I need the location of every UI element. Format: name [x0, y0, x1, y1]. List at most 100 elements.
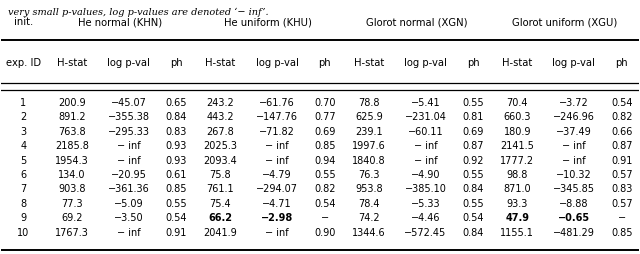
Text: −4.90: −4.90: [411, 170, 440, 180]
Text: 75.8: 75.8: [209, 170, 231, 180]
Text: 267.8: 267.8: [207, 127, 234, 137]
Text: 1997.6: 1997.6: [352, 141, 386, 151]
Text: −246.96: −246.96: [553, 113, 595, 122]
Text: 1344.6: 1344.6: [352, 228, 385, 237]
Text: − inf: − inf: [116, 141, 140, 151]
Text: −5.09: −5.09: [114, 199, 143, 209]
Text: 69.2: 69.2: [61, 213, 83, 223]
Text: 891.2: 891.2: [58, 113, 86, 122]
Text: − inf: − inf: [413, 156, 437, 166]
Text: He uniform (KHU): He uniform (KHU): [224, 17, 312, 27]
Text: 2185.8: 2185.8: [55, 141, 89, 151]
Text: −231.04: −231.04: [404, 113, 446, 122]
Text: 0.57: 0.57: [611, 199, 632, 209]
Text: −294.07: −294.07: [256, 184, 298, 194]
Text: 0.69: 0.69: [463, 127, 484, 137]
Text: 443.2: 443.2: [207, 113, 234, 122]
Text: 75.4: 75.4: [209, 199, 231, 209]
Text: 0.54: 0.54: [314, 199, 335, 209]
Text: 0.69: 0.69: [314, 127, 335, 137]
Text: −3.72: −3.72: [559, 98, 589, 108]
Text: 0.90: 0.90: [314, 228, 335, 237]
Text: 7: 7: [20, 184, 26, 194]
Text: 0.93: 0.93: [166, 141, 187, 151]
Text: 1954.3: 1954.3: [55, 156, 89, 166]
Text: − inf: − inf: [116, 228, 140, 237]
Text: 0.55: 0.55: [166, 199, 188, 209]
Text: 0.65: 0.65: [166, 98, 188, 108]
Text: 0.87: 0.87: [463, 141, 484, 151]
Text: −385.10: −385.10: [404, 184, 446, 194]
Text: H-stat: H-stat: [354, 58, 384, 68]
Text: 2025.3: 2025.3: [204, 141, 237, 151]
Text: 625.9: 625.9: [355, 113, 383, 122]
Text: 0.55: 0.55: [463, 199, 484, 209]
Text: 0.94: 0.94: [314, 156, 335, 166]
Text: 0.61: 0.61: [166, 170, 187, 180]
Text: 47.9: 47.9: [505, 213, 529, 223]
Text: Glorot normal (XGN): Glorot normal (XGN): [366, 17, 467, 27]
Text: 0.83: 0.83: [166, 127, 187, 137]
Text: 763.8: 763.8: [58, 127, 86, 137]
Text: −361.36: −361.36: [108, 184, 150, 194]
Text: 134.0: 134.0: [58, 170, 86, 180]
Text: 4: 4: [20, 141, 26, 151]
Text: log p-val: log p-val: [107, 58, 150, 68]
Text: −4.71: −4.71: [262, 199, 292, 209]
Text: ph: ph: [467, 58, 479, 68]
Text: −61.76: −61.76: [259, 98, 295, 108]
Text: 0.54: 0.54: [463, 213, 484, 223]
Text: H-stat: H-stat: [205, 58, 236, 68]
Text: 0.84: 0.84: [166, 113, 187, 122]
Text: − inf: − inf: [413, 141, 437, 151]
Text: 1777.2: 1777.2: [500, 156, 534, 166]
Text: ph: ph: [319, 58, 332, 68]
Text: 239.1: 239.1: [355, 127, 383, 137]
Text: 1767.3: 1767.3: [55, 228, 89, 237]
Text: 74.2: 74.2: [358, 213, 380, 223]
Text: 1155.1: 1155.1: [500, 228, 534, 237]
Text: − inf: − inf: [265, 156, 289, 166]
Text: 2041.9: 2041.9: [204, 228, 237, 237]
Text: 0.70: 0.70: [314, 98, 335, 108]
Text: 78.8: 78.8: [358, 98, 380, 108]
Text: 2093.4: 2093.4: [204, 156, 237, 166]
Text: 0.83: 0.83: [611, 184, 632, 194]
Text: 2: 2: [20, 113, 26, 122]
Text: − inf: − inf: [562, 156, 586, 166]
Text: 0.91: 0.91: [611, 156, 632, 166]
Text: He normal (KHN): He normal (KHN): [77, 17, 162, 27]
Text: 0.55: 0.55: [314, 170, 336, 180]
Text: 0.77: 0.77: [314, 113, 336, 122]
Text: 0.54: 0.54: [611, 98, 632, 108]
Text: exp. ID: exp. ID: [6, 58, 41, 68]
Text: 1840.8: 1840.8: [352, 156, 385, 166]
Text: log p-val: log p-val: [255, 58, 298, 68]
Text: Glorot uniform (XGU): Glorot uniform (XGU): [513, 17, 618, 27]
Text: 3: 3: [20, 127, 26, 137]
Text: 0.87: 0.87: [611, 141, 632, 151]
Text: H-stat: H-stat: [502, 58, 532, 68]
Text: − inf: − inf: [265, 228, 289, 237]
Text: −8.88: −8.88: [559, 199, 589, 209]
Text: −3.50: −3.50: [114, 213, 143, 223]
Text: 0.84: 0.84: [463, 184, 484, 194]
Text: 77.3: 77.3: [61, 199, 83, 209]
Text: −572.45: −572.45: [404, 228, 447, 237]
Text: 66.2: 66.2: [209, 213, 232, 223]
Text: 0.82: 0.82: [314, 184, 335, 194]
Text: − inf: − inf: [265, 141, 289, 151]
Text: −71.82: −71.82: [259, 127, 295, 137]
Text: 0.92: 0.92: [463, 156, 484, 166]
Text: 6: 6: [20, 170, 26, 180]
Text: H-stat: H-stat: [57, 58, 87, 68]
Text: −355.38: −355.38: [108, 113, 150, 122]
Text: −5.33: −5.33: [411, 199, 440, 209]
Text: −45.07: −45.07: [111, 98, 147, 108]
Text: −60.11: −60.11: [408, 127, 444, 137]
Text: 98.8: 98.8: [506, 170, 528, 180]
Text: 0.54: 0.54: [166, 213, 188, 223]
Text: − inf: − inf: [562, 141, 586, 151]
Text: 9: 9: [20, 213, 26, 223]
Text: 0.57: 0.57: [611, 170, 632, 180]
